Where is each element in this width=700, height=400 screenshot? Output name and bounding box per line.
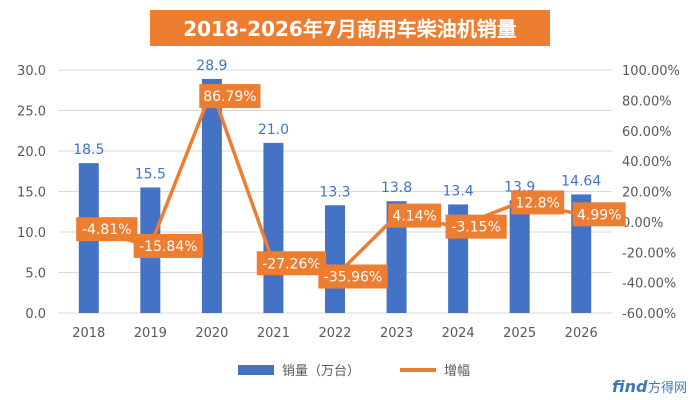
data-labels: 18.515.528.921.013.3 13.8 13.4 13.9 14.64-4.… bbox=[73, 58, 626, 289]
growth-value-label: 4.99% bbox=[577, 207, 621, 223]
watermark-cn: 方得网 bbox=[648, 380, 687, 396]
axes: 0.0 5.0 10.0 15.0 20.0 25.0 30.0 -60.00% -40.00%… bbox=[17, 64, 680, 341]
y-left-tick-label: 0.0 bbox=[25, 307, 46, 322]
x-tick-label: 2024 bbox=[442, 326, 475, 341]
bar bbox=[201, 78, 222, 313]
x-tick-label: 2018 bbox=[72, 326, 105, 341]
bar bbox=[263, 142, 284, 313]
y-right-tick-label: -40.00% bbox=[622, 277, 676, 292]
growth-value-label: -35.96% bbox=[324, 269, 382, 285]
bar-value-label: 28.9 bbox=[196, 58, 227, 74]
y-left-tick-label: 30.0 bbox=[17, 64, 46, 79]
bar-value-label: 15.5 bbox=[135, 166, 166, 182]
y-right-tick-label: -60.00% bbox=[622, 307, 676, 322]
bar-value-label: 14.64 bbox=[561, 173, 601, 189]
growth-label-box bbox=[256, 251, 327, 276]
x-tick-label: 2026 bbox=[565, 326, 598, 341]
y-right-tick-label: 0.00% bbox=[622, 216, 663, 231]
bar bbox=[509, 200, 530, 313]
y-left-tick-label: 25.0 bbox=[17, 105, 46, 120]
y-left-tick-label: 10.0 bbox=[17, 226, 46, 241]
growth-value-label: 12.8% bbox=[515, 195, 559, 211]
y-right-tick-label: 60.00% bbox=[622, 125, 672, 140]
y-left-tick-label: 20.0 bbox=[17, 145, 46, 160]
growth-value-label: -3.15% bbox=[451, 220, 501, 236]
growth-value-label: -27.26% bbox=[262, 256, 320, 272]
y-right-tick-label: 20.00% bbox=[622, 186, 672, 201]
x-tick-label: 2025 bbox=[503, 326, 536, 341]
growth-label-box bbox=[388, 203, 442, 228]
y-right-tick-label: 40.00% bbox=[622, 155, 672, 170]
chart-title-background bbox=[150, 10, 550, 46]
growth-label-box bbox=[133, 233, 204, 258]
x-tick-label: 2020 bbox=[195, 326, 228, 341]
y-left-tick-label: 5.0 bbox=[25, 267, 46, 282]
y-left-tick-label: 15.0 bbox=[17, 186, 46, 201]
legend: 销量（万台） 增幅 bbox=[238, 364, 470, 379]
bar bbox=[386, 201, 407, 313]
growth-value-label: 4.14% bbox=[392, 209, 436, 225]
bar-value-label: 21.0 bbox=[258, 122, 289, 138]
growth-label-box bbox=[318, 264, 388, 289]
legend-line-label: 增幅 bbox=[444, 364, 470, 379]
growth-label-box bbox=[199, 84, 261, 109]
bar-value-label: 18.5 bbox=[73, 142, 104, 158]
bar bbox=[325, 205, 345, 313]
growth-value-label: -15.84% bbox=[139, 239, 197, 255]
growth-label-box bbox=[76, 217, 138, 242]
bar-value-label: 13.8 bbox=[381, 180, 412, 196]
growth-value-label: 86.79% bbox=[203, 89, 256, 105]
y-right-tick-label: -20.00% bbox=[622, 246, 676, 261]
y-right-tick-label: 100.00% bbox=[622, 64, 680, 79]
bar-value-label: 13.4 bbox=[443, 183, 474, 199]
legend-bar-label: 销量（万台） bbox=[282, 364, 360, 379]
chart-title-group: 2018-2026年7月商用车柴油机销量 bbox=[150, 10, 550, 46]
growth-value-label: -4.81% bbox=[82, 222, 132, 238]
x-tick-label: 2023 bbox=[380, 326, 413, 341]
growth-label-box bbox=[445, 214, 507, 239]
x-tick-label: 2019 bbox=[134, 326, 167, 341]
watermark-brand: find bbox=[612, 377, 648, 396]
legend-bar-swatch bbox=[238, 365, 274, 375]
x-tick-label: 2022 bbox=[318, 326, 351, 341]
growth-label-box bbox=[572, 202, 626, 227]
watermark-logo: find 方得网 bbox=[612, 377, 687, 396]
bar-value-label: 13.3 bbox=[319, 184, 350, 200]
x-tick-label: 2021 bbox=[257, 326, 290, 341]
y-right-tick-label: 80.00% bbox=[622, 94, 672, 109]
chart-title: 2018-2026年7月商用车柴油机销量 bbox=[183, 17, 517, 41]
growth-label-box bbox=[511, 190, 565, 215]
